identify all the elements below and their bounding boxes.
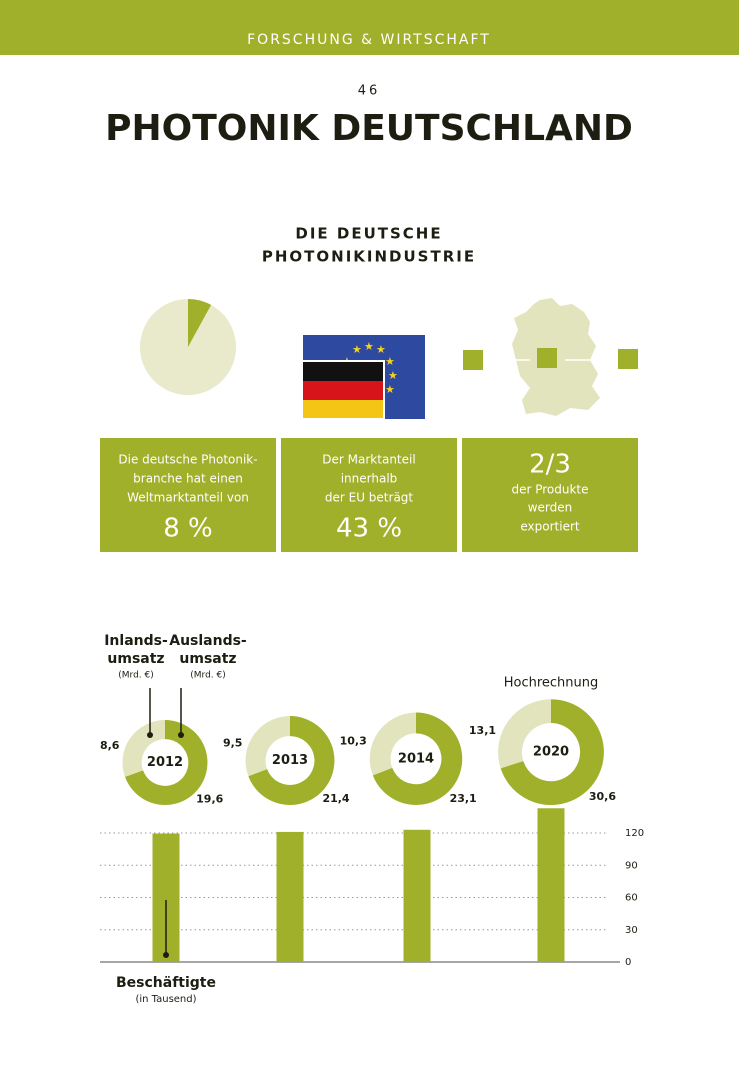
fact-text: exportiert [520,520,580,534]
donut-segment [125,720,208,805]
bar [537,808,565,962]
annotation: Hochrechnung [504,676,599,691]
legend-label: Inlands- [104,633,168,649]
value-label: 9,5 [223,737,243,750]
donut-segment [498,699,551,769]
value-label: 30,6 [589,790,616,803]
axis-label: Beschäftigte [116,975,216,991]
y-tick-label: 90 [625,860,638,871]
value-label: 13,1 [469,724,496,737]
section-title: PHOTONIKINDUSTRIE [262,248,476,266]
y-tick-label: 120 [625,828,644,839]
year-label: 2014 [398,751,434,766]
bar [403,829,431,962]
legend-label: umsatz [107,651,164,667]
fact-box [281,438,457,552]
value-label: 21,4 [322,792,349,805]
label-dot [163,952,169,958]
donut-segment [248,716,335,805]
legend-dot [178,732,184,738]
axis-unit: (in Tausend) [135,994,196,1005]
svg-text:★: ★ [388,369,398,382]
map-icon [463,298,638,416]
donut-segment [122,720,165,777]
legend-dot [147,732,153,738]
value-label: 23,1 [450,792,477,805]
svg-text:★: ★ [385,355,395,368]
donut-segment [372,712,463,805]
fact-text: werden [528,501,573,515]
fact-text: Weltmarktanteil von [127,491,249,505]
year-label: 2020 [533,745,569,760]
title: PHOTONIK DEUTSCHLAND [105,108,633,149]
fact-text: innerhalb [341,472,398,486]
fact-box [462,438,638,552]
donut-segment [369,712,416,776]
band-text: FORSCHUNG & WIRTSCHAFT [247,32,491,48]
legend-label: Auslands- [169,633,247,649]
value-label: 10,3 [340,734,367,747]
fact-box [100,438,276,552]
y-tick-label: 60 [625,893,638,904]
section-title: DIE DEUTSCHE [295,225,442,243]
legend-label: umsatz [179,651,236,667]
legend-unit: (Mrd. €) [118,671,154,681]
donut-segment [500,699,604,806]
bar [276,831,304,962]
fact-figure: 8 % [163,514,213,544]
header-band [0,0,739,55]
fact-figure: 43 % [336,514,402,544]
fact-figure: 2/3 [529,450,571,480]
flag-icon: ★★★ ★★★ ★ [301,335,425,420]
svg-text:★: ★ [376,343,386,356]
y-tick-label: 0 [625,957,631,968]
fact-text: der Produkte [511,483,588,497]
fact-text: Die deutsche Photonik- [118,453,257,467]
svg-text:★: ★ [385,383,395,396]
fact-text: branche hat einen [133,472,243,486]
year-label: 2012 [147,755,183,770]
legend-unit: (Mrd. €) [190,671,226,681]
fact-text: der EU beträgt [325,491,414,505]
fact-text: Der Marktanteil [322,453,415,467]
value-label: 19,6 [196,793,223,806]
page-number: 46 [358,84,381,99]
value-label: 8,6 [100,739,120,752]
y-tick-label: 30 [625,925,638,936]
svg-text:★: ★ [352,343,362,356]
donut-segment [245,716,290,777]
year-label: 2013 [272,753,308,768]
pie-slice [188,299,212,347]
svg-text:★: ★ [364,340,374,353]
